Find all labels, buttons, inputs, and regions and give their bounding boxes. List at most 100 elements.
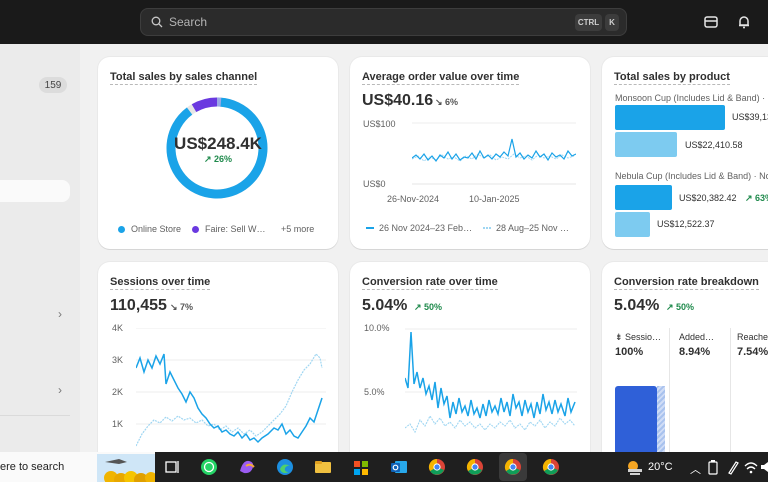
chevron-up-icon[interactable]: ︿ xyxy=(690,464,701,476)
chevron-right-icon[interactable]: › xyxy=(58,383,62,397)
pen-icon[interactable] xyxy=(726,457,740,477)
sales-channel-card: Total sales by sales channel US$248.4K ↗… xyxy=(98,57,338,249)
y-axis-label: 1K xyxy=(112,419,124,429)
product2-current-value: US$20,382.42 xyxy=(679,193,737,203)
chrome-icon[interactable] xyxy=(427,457,447,477)
aov-card: Average order value over time US$40.16 ↘… xyxy=(350,57,590,249)
battery-icon[interactable] xyxy=(706,457,720,477)
sidebar-selected-item[interactable] xyxy=(0,180,70,202)
legend-dot xyxy=(192,225,199,233)
aov-line-chart xyxy=(412,122,576,185)
search-highlight-image xyxy=(97,454,155,482)
y-axis-label: US$100 xyxy=(363,119,396,129)
funnel-step-value: 7.54% xyxy=(737,346,768,358)
legend-label: 26 Nov 2024–23 Feb… xyxy=(379,223,473,233)
product1-current-value: US$39,13 xyxy=(732,112,768,122)
funnel-step-label: ⇟ Sessio… xyxy=(615,332,661,343)
chrome-icon[interactable] xyxy=(503,457,523,477)
legend-more[interactable]: +5 more xyxy=(281,224,314,234)
microsoft-store-icon[interactable] xyxy=(351,457,371,477)
conversion-current-line xyxy=(405,331,576,419)
donut-faire-segment xyxy=(166,97,268,199)
legend-label: Online Store xyxy=(131,224,182,234)
legend-faire: Faire: Sell W… xyxy=(192,224,266,234)
whatsapp-icon[interactable] xyxy=(199,457,219,477)
product-name: Monsoon Cup (Includes Lid & Band) · N xyxy=(615,93,768,103)
edge-icon[interactable] xyxy=(275,457,295,477)
product2-previous-value: US$12,522.37 xyxy=(657,219,715,229)
product1-previous-value: US$22,410.58 xyxy=(685,140,743,150)
funnel-step-label: Reache… xyxy=(737,332,768,342)
product2-delta: ↗ 63% xyxy=(745,193,768,203)
card-title[interactable]: Conversion rate breakdown xyxy=(614,276,759,290)
task-view-icon[interactable] xyxy=(162,457,182,477)
volume-icon[interactable] xyxy=(760,457,768,477)
windows-taskbar: ere to search 20°C ︿ xyxy=(0,452,768,482)
x-axis-label: 10-Jan-2025 xyxy=(469,194,520,204)
taskbar-search-box[interactable]: ere to search xyxy=(0,452,155,482)
aov-delta: ↘ 6% xyxy=(435,97,459,107)
legend-label: +5 more xyxy=(281,224,315,234)
sidebar-divider xyxy=(0,415,70,416)
donut-other-segment xyxy=(166,97,268,199)
product2-current-bar[interactable] xyxy=(615,185,672,210)
card-title[interactable]: Sessions over time xyxy=(110,276,211,290)
product-sales-card: Total sales by product Monsoon Cup (Incl… xyxy=(602,57,768,249)
sidebar: 159 › › xyxy=(0,44,80,452)
bell-icon[interactable] xyxy=(736,14,752,30)
temperature-readout[interactable]: 20°C xyxy=(648,461,673,473)
breakdown-card: Conversion rate breakdown 5.04% ↗ 50% ⇟ … xyxy=(602,262,768,472)
legend-online-store: Online Store xyxy=(118,224,181,234)
file-explorer-icon[interactable] xyxy=(313,457,333,477)
chevron-right-icon[interactable]: › xyxy=(58,307,62,321)
aov-value: US$40.16 xyxy=(362,92,434,109)
count-badge: 159 xyxy=(39,77,67,93)
y-axis-label: US$0 xyxy=(363,179,386,189)
card-title[interactable]: Total sales by sales channel xyxy=(110,71,258,85)
product-name: Nebula Cup (Includes Lid & Band) · Nov xyxy=(615,171,768,181)
funnel-step-value: 8.94% xyxy=(679,346,711,358)
card-title[interactable]: Average order value over time xyxy=(362,71,520,85)
product1-previous-bar[interactable] xyxy=(615,132,677,157)
search-input[interactable]: Search CTRL K xyxy=(140,8,627,36)
y-axis-label: 10.0% xyxy=(364,323,390,333)
legend-label: 28 Aug–25 Nov … xyxy=(496,223,570,233)
step-label-text: Sessio… xyxy=(625,332,662,342)
wifi-icon[interactable] xyxy=(744,457,758,477)
sessions-current-line xyxy=(136,353,323,444)
sessions-card: Sessions over time 110,455 ↘ 7% 4K 3K 2K… xyxy=(98,262,338,472)
chrome-icon[interactable] xyxy=(465,457,485,477)
column-divider xyxy=(669,328,670,472)
card-title[interactable]: Total sales by product xyxy=(614,71,730,85)
card-title[interactable]: Conversion rate over time xyxy=(362,276,498,290)
sessions-line-chart xyxy=(136,328,326,447)
legend-previous-period: 28 Aug–25 Nov … xyxy=(483,223,569,233)
conversion-card: Conversion rate over time 5.04% ↗ 50% 10… xyxy=(350,262,590,472)
x-axis-label: 26-Nov-2024 xyxy=(387,194,440,204)
search-placeholder: Search xyxy=(169,15,208,29)
donut-chart xyxy=(166,97,268,199)
legend-dot xyxy=(118,225,125,233)
outlook-icon[interactable] xyxy=(389,457,409,477)
breakdown-delta: ↗ 50% xyxy=(666,302,695,312)
sessions-step-icon: ⇟ xyxy=(615,332,626,342)
funnel-step-label: Added… xyxy=(679,332,715,342)
y-axis-label: 4K xyxy=(112,323,124,333)
legend-swatch xyxy=(366,227,374,229)
copilot-icon[interactable] xyxy=(237,457,257,477)
donut-delta: ↗ 26% xyxy=(203,154,233,164)
chrome-icon[interactable] xyxy=(541,457,561,477)
y-axis-label: 3K xyxy=(112,355,124,365)
product1-current-bar[interactable] xyxy=(615,105,725,130)
taskbar-search-text: ere to search xyxy=(0,461,65,473)
column-divider xyxy=(730,328,731,472)
conversion-delta: ↗ 50% xyxy=(414,302,443,312)
weather-icon[interactable] xyxy=(624,457,644,477)
store-icon[interactable] xyxy=(703,14,719,30)
y-axis-label: 2K xyxy=(112,387,124,397)
donut-total: US$248.4K xyxy=(174,134,262,153)
product2-previous-bar[interactable] xyxy=(615,212,650,237)
sessions-previous-line xyxy=(136,353,323,447)
legend-label: Faire: Sell W… xyxy=(205,224,266,234)
breakdown-value: 5.04% xyxy=(614,297,660,314)
